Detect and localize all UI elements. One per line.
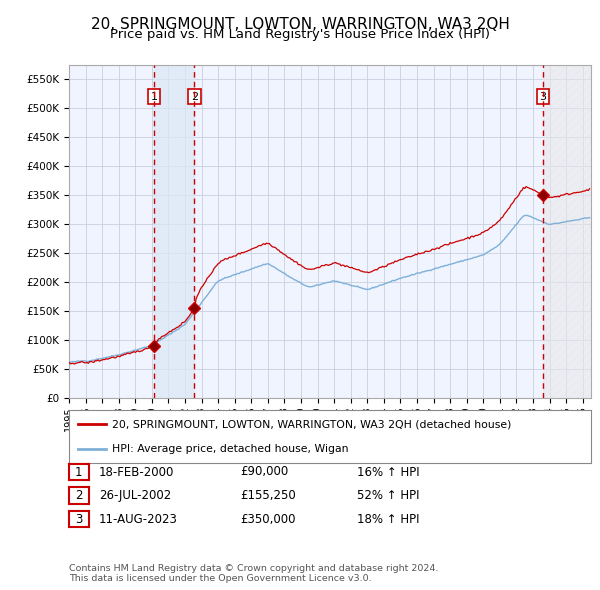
Text: Price paid vs. HM Land Registry's House Price Index (HPI): Price paid vs. HM Land Registry's House …: [110, 28, 490, 41]
Text: £155,250: £155,250: [240, 489, 296, 502]
Text: 2: 2: [75, 489, 83, 502]
Text: £350,000: £350,000: [240, 513, 296, 526]
Text: 20, SPRINGMOUNT, LOWTON, WARRINGTON, WA3 2QH (detached house): 20, SPRINGMOUNT, LOWTON, WARRINGTON, WA3…: [112, 419, 511, 430]
Text: 26-JUL-2002: 26-JUL-2002: [99, 489, 171, 502]
Text: Contains HM Land Registry data © Crown copyright and database right 2024.
This d: Contains HM Land Registry data © Crown c…: [69, 563, 439, 583]
Text: 20, SPRINGMOUNT, LOWTON, WARRINGTON, WA3 2QH: 20, SPRINGMOUNT, LOWTON, WARRINGTON, WA3…: [91, 17, 509, 31]
Text: HPI: Average price, detached house, Wigan: HPI: Average price, detached house, Wiga…: [112, 444, 349, 454]
Text: 2: 2: [191, 91, 198, 101]
Text: 3: 3: [75, 513, 83, 526]
Bar: [154, 65, 194, 398]
Bar: [543, 65, 591, 398]
Text: 1: 1: [75, 466, 83, 478]
Text: 18% ↑ HPI: 18% ↑ HPI: [357, 513, 419, 526]
Text: 52% ↑ HPI: 52% ↑ HPI: [357, 489, 419, 502]
Text: 18-FEB-2000: 18-FEB-2000: [99, 466, 175, 478]
Text: 1: 1: [151, 91, 158, 101]
Text: 3: 3: [539, 91, 547, 101]
Text: £90,000: £90,000: [240, 466, 288, 478]
Text: 16% ↑ HPI: 16% ↑ HPI: [357, 466, 419, 478]
Text: 11-AUG-2023: 11-AUG-2023: [99, 513, 178, 526]
